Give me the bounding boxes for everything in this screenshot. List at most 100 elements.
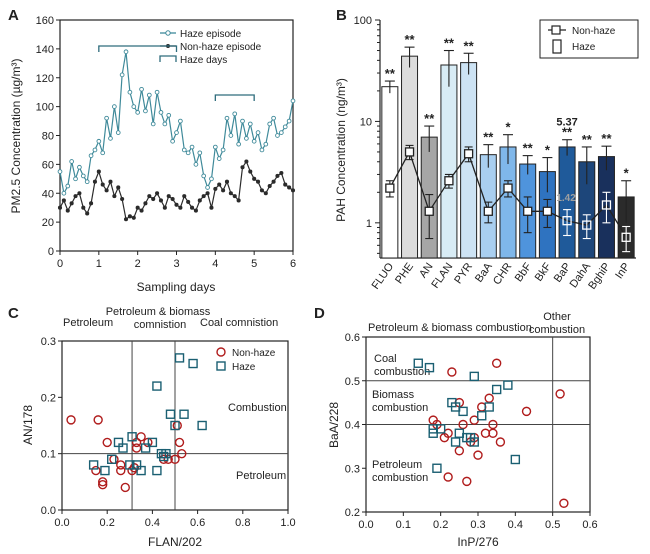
panel-a-nonhaze-point (290, 188, 296, 193)
panel-a-haze-point (166, 112, 172, 118)
panel-b-nonhaze-marker (523, 206, 533, 216)
panel-d-haze-point (413, 358, 423, 368)
panel-b-nonhaze-marker (385, 183, 395, 193)
panel-d-haze-point (450, 437, 461, 447)
panel-c-ytick-label: 0.0 (41, 505, 56, 517)
panel-a-nonhaze-point (104, 188, 109, 193)
panel-a-nonhaze-point (166, 194, 171, 199)
panel-d-letter: D (314, 305, 325, 322)
panel-d-nonhaze-point (447, 367, 457, 377)
panel-c-xtick-label: 0.4 (145, 517, 160, 529)
panel-b-ytick-label: 1 (366, 218, 372, 230)
panel-d-haze-point (503, 380, 513, 390)
panel-a-haze-point (286, 118, 292, 124)
panel-a-haze-point (170, 138, 175, 144)
panel-d-nonhaze-point (495, 437, 506, 447)
panel-a-ytick-label: 40 (42, 188, 54, 200)
panel-a-xtick-label: 3 (173, 258, 179, 270)
panel-a-haze-point (127, 89, 133, 95)
panel-a-nonhaze-point (244, 159, 249, 164)
panel-c-haze-point (158, 451, 169, 462)
panel-d-region-biomass: Biomass (372, 389, 415, 401)
panel-c-letter: C (8, 305, 19, 322)
panel-a-legend-haze: Haze episode (180, 29, 242, 40)
panel-c-xtick-label: 0.0 (54, 517, 69, 529)
panel-c-haze-point (188, 358, 198, 369)
panel-c-haze-point (140, 443, 151, 453)
panel-d-nonhaze-point (473, 450, 483, 460)
panel-a-legend-nonhaze: Non-haze episode (180, 42, 262, 53)
panel-a-nonhaze-point (170, 196, 175, 202)
panel-a-haze-point (61, 190, 67, 196)
panel-b-annotation-nonhaze: 1.42 (556, 193, 576, 204)
panel-a-ytick-label: 60 (42, 159, 54, 171)
panel-c-xtick-label: 0.6 (190, 517, 205, 529)
panel-d: Petroleum & biomass combustion Other com… (327, 311, 598, 549)
panel-b-significance: ** (483, 130, 494, 145)
panel-b-legend-haze: Haze (572, 42, 596, 53)
panel-d-nonhaze-point (559, 498, 569, 508)
panel-d-region-coal-combustion: combustion (374, 366, 430, 378)
panel-a: Sampling days PM2.5 Concentration (µg/m³… (9, 15, 296, 294)
panel-b-annotation-haze: 5.37 (556, 117, 577, 129)
panel-c-legend-haze: Haze (232, 362, 256, 373)
panel-d-xtick-label: 0.4 (508, 519, 523, 531)
panel-a-letter: A (8, 7, 19, 24)
panel-a-nonhaze-point (197, 198, 202, 203)
panel-a-nonhaze-point (259, 188, 264, 193)
panel-b-haze-bar (440, 64, 458, 259)
panel-b-ytick-label: 10 (360, 116, 372, 128)
panel-d-region-other-combustion: combustion (529, 324, 585, 336)
panel-a-xtick-label: 6 (290, 258, 296, 270)
panel-a-nonhaze-point (279, 170, 284, 176)
panel-c-ytick-label: 0.2 (41, 392, 56, 404)
panel-a-nonhaze-point (81, 205, 86, 210)
panel-c: Petroleum Petroleum & biomass comnistion… (21, 306, 296, 549)
panel-c-haze-point (165, 409, 176, 419)
panel-c-legend-nonhaze: Non-haze (232, 348, 276, 359)
panel-a-nonhaze-point (271, 179, 276, 184)
panel-a-haze-point (259, 147, 265, 153)
panel-c-ylabel: AN/178 (21, 405, 35, 445)
panel-a-nonhaze-point (151, 196, 156, 202)
panel-d-xtick-label: 0.0 (358, 519, 373, 531)
panel-a-haze-point (212, 144, 218, 150)
panel-a-haze-point (290, 98, 296, 104)
panel-a-nonhaze-point (209, 205, 214, 210)
panel-a-haze-point (181, 147, 187, 153)
panel-a-nonhaze-point (174, 202, 179, 207)
panel-a-nonhaze-point (193, 208, 198, 213)
panel-a-nonhaze-point (139, 208, 144, 213)
panel-b-significance: ** (562, 125, 573, 140)
panel-a-nonhaze-point (112, 194, 117, 199)
panel-a-nonhaze-point (283, 182, 288, 187)
panel-a-haze-point (154, 89, 160, 95)
panel-d-haze-point (491, 384, 502, 395)
panel-a-nonhaze-point (228, 191, 233, 196)
panel-d-region-petroleum-combustion: combustion (372, 472, 428, 484)
panel-a-nonhaze-point (57, 205, 63, 210)
panel-d-nonhaze-point (488, 428, 498, 438)
panel-a-haze-point (96, 138, 102, 144)
panel-a-haze-point (158, 110, 164, 115)
panel-a-haze-point (220, 147, 226, 153)
panel-c-nonhaze-point (136, 432, 146, 442)
panel-a-nonhaze-point (263, 191, 268, 196)
panel-a-haze-point (146, 92, 152, 98)
panel-a-xtick-label: 2 (135, 258, 141, 270)
panel-b: PAH Concentration (ng/m³) Non-haze Haze … (334, 15, 639, 292)
panel-b-nonhaze-marker (404, 147, 415, 157)
panel-a-haze-point (244, 136, 249, 141)
panel-a-nonhaze-point (267, 183, 272, 189)
panel-d-nonhaze-point (484, 393, 494, 403)
panel-a-nonhaze-point (178, 205, 183, 210)
panel-a-ytick-label: 0 (48, 246, 54, 258)
panel-a-haze-point (228, 133, 234, 138)
panel-b-nonhaze-marker (424, 206, 434, 216)
panel-a-nonhaze-point (186, 199, 191, 204)
panel-a-nonhaze-point (85, 211, 90, 216)
panel-b-legend-nonhaze: Non-haze (572, 26, 616, 37)
panel-d-nonhaze-point (462, 476, 472, 487)
panel-d-ytick-label: 0.6 (345, 332, 360, 344)
